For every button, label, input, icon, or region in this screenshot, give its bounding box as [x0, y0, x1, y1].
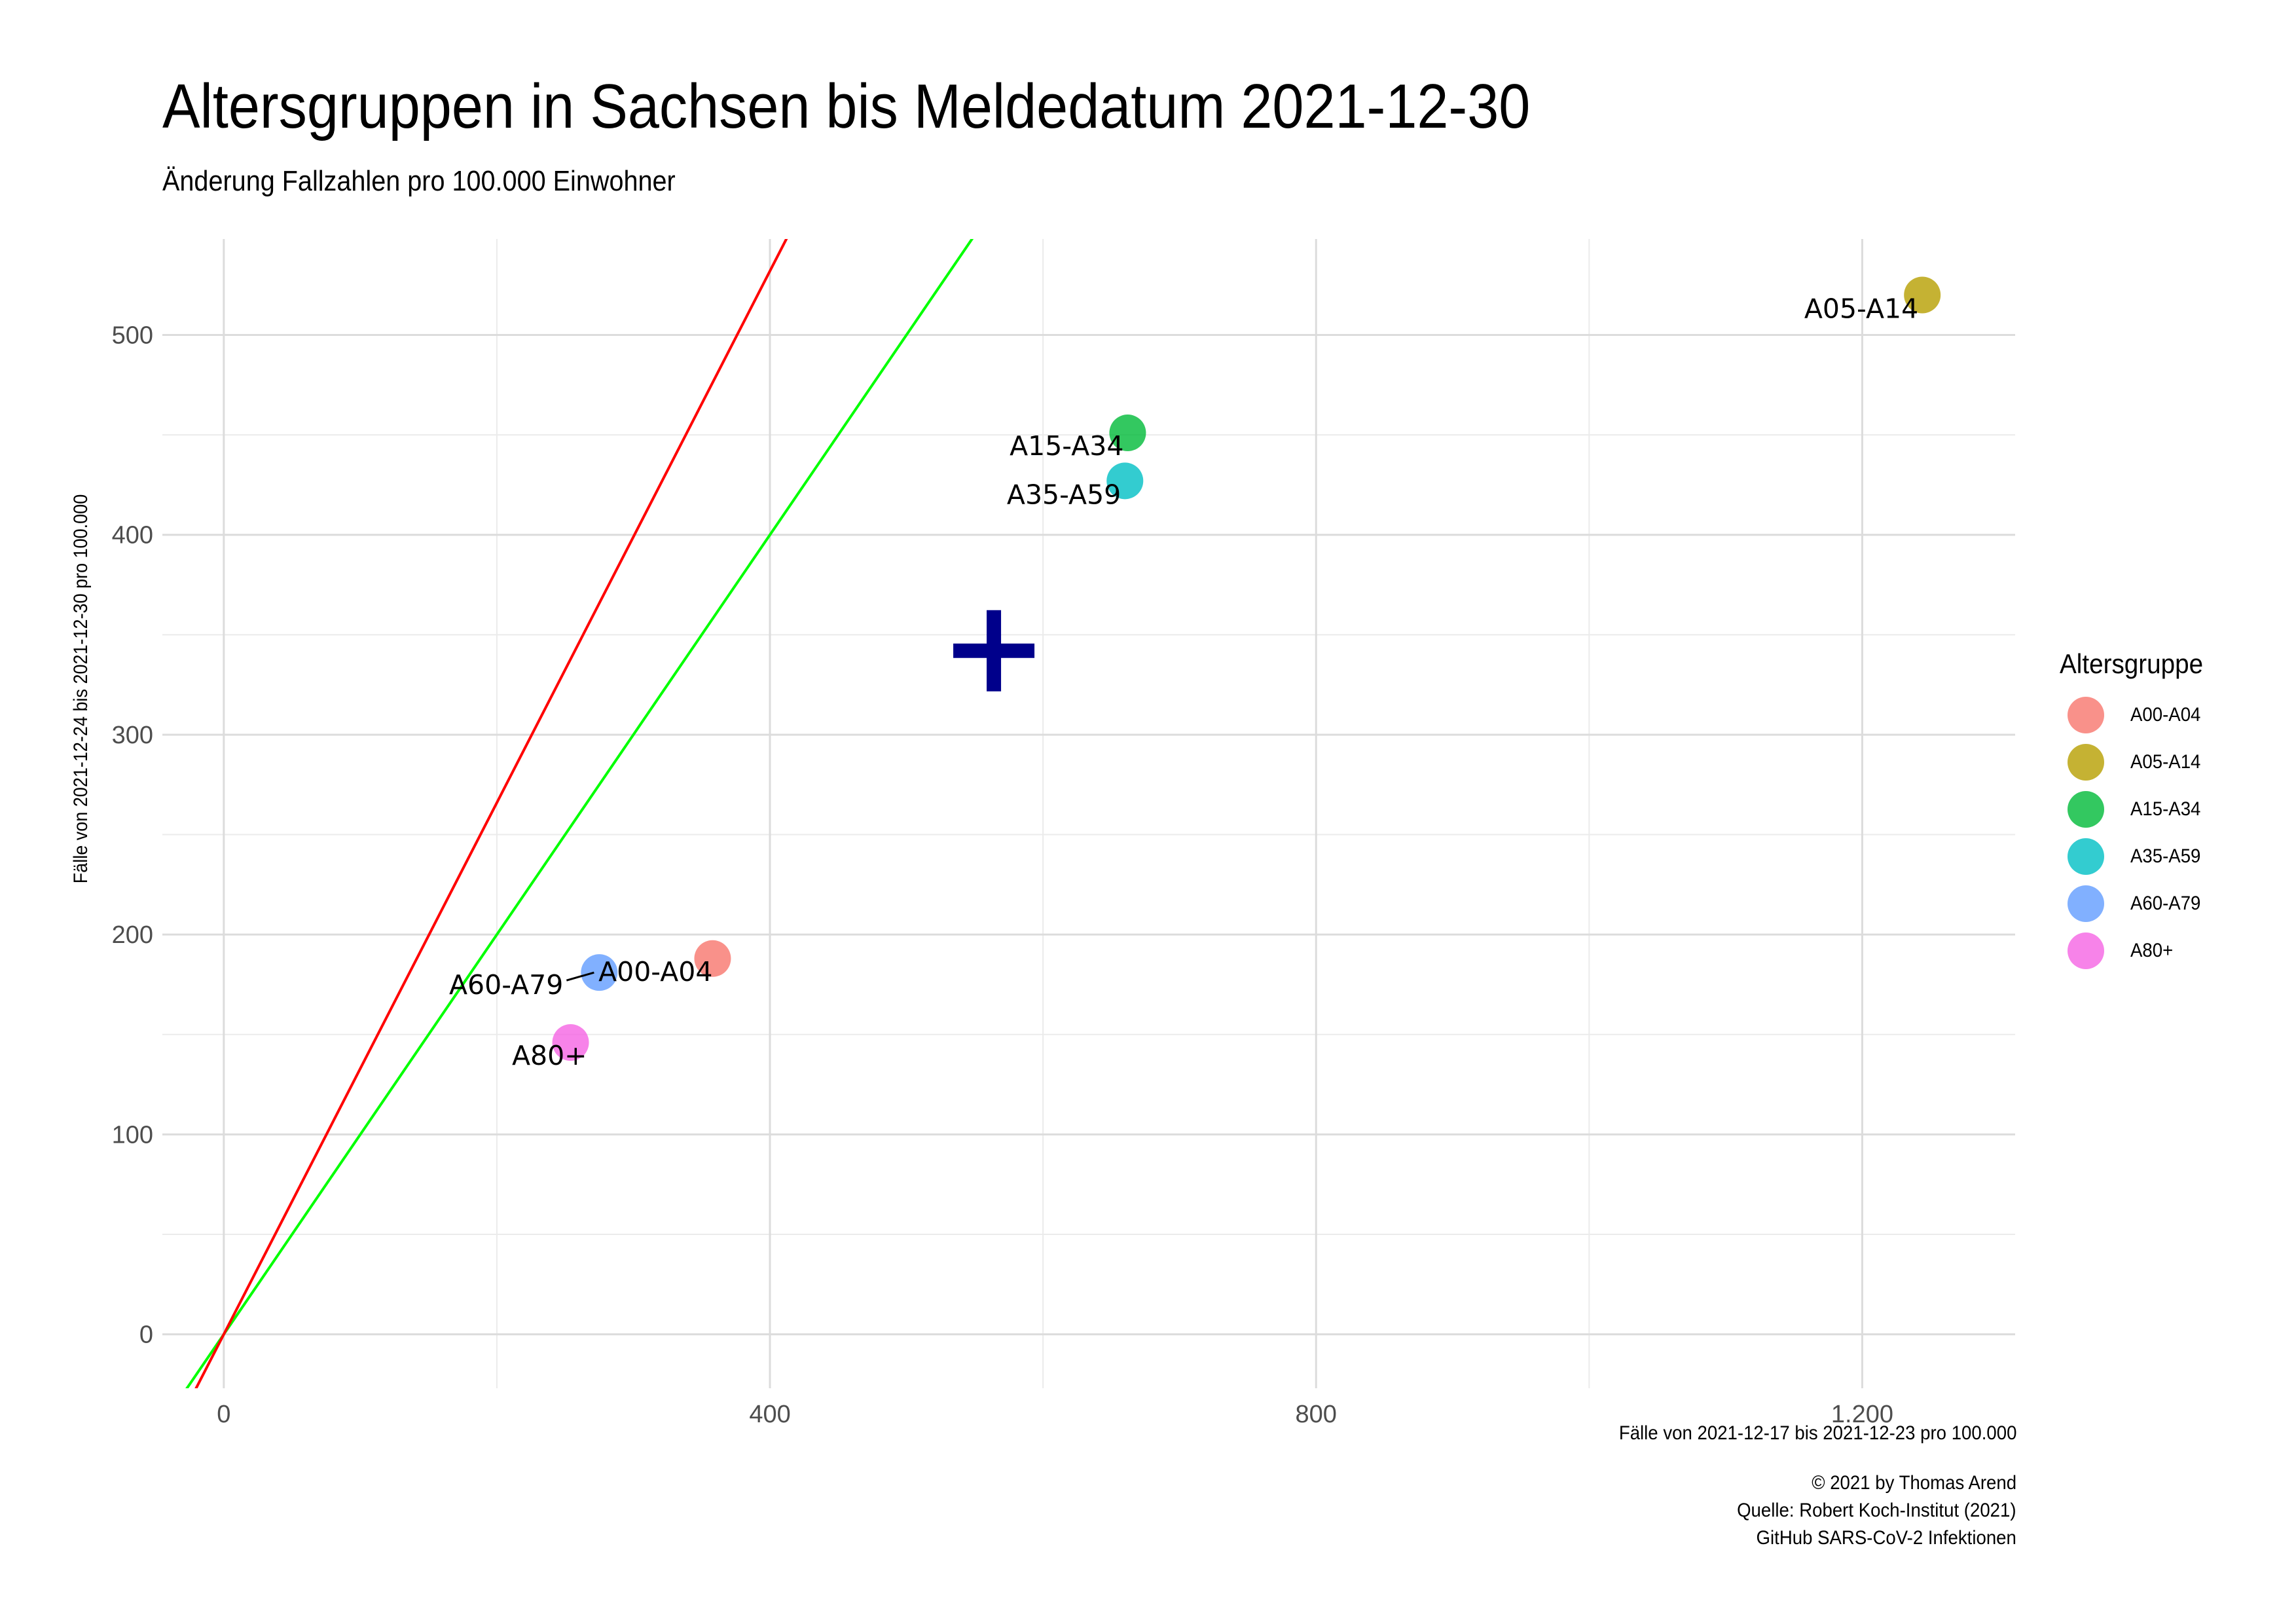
x-tick-label: 1.200 [1831, 1401, 1893, 1428]
minor-gridlines [162, 239, 2015, 1388]
caption-github: GitHub SARS-CoV-2 Infektionen [1756, 1527, 2016, 1549]
legend-title: Altersgruppe [2060, 648, 2204, 679]
legend-item: A80+ [2068, 931, 2177, 970]
reference-lines [185, 239, 974, 1388]
y-tick-label: 200 [112, 921, 153, 949]
x-tick-label: 800 [1296, 1401, 1337, 1428]
point-labels: A00-A04 A05-A14 A15-A34 A35-A59 A60-A79 A80+ [449, 293, 1918, 1071]
y-tick-label: 500 [112, 322, 153, 350]
legend-swatch [2068, 744, 2104, 781]
point-label: A00-A04 [598, 956, 712, 987]
legend-label: A60-A79 [2130, 893, 2201, 914]
y-tick-label: 100 [112, 1121, 153, 1149]
x-axis-label: Fälle von 2021-12-17 bis 2021-12-23 pro … [1618, 1422, 2016, 1444]
legend-label: A80+ [2130, 940, 2174, 961]
label-connector [566, 971, 594, 982]
y-tick-label: 400 [112, 522, 153, 549]
point-label: A05-A14 [1804, 293, 1918, 324]
reference-line [185, 239, 974, 1388]
chart-title: Altersgruppen in Sachsen bis Meldedatum … [162, 71, 1531, 141]
data-point [694, 940, 731, 977]
legend-item: A35-A59 [2068, 837, 2207, 876]
legend-swatch [2068, 885, 2104, 922]
legend-item: A60-A79 [2068, 884, 2207, 923]
legend-swatch [2068, 791, 2104, 828]
y-axis-ticks: 0 100 200 300 400 500 [112, 322, 153, 1349]
x-tick-label: 400 [749, 1401, 790, 1428]
reference-line [194, 239, 788, 1388]
legend-label: A05-A14 [2130, 751, 2201, 773]
data-point [1109, 415, 1146, 452]
legend-label: A35-A59 [2130, 845, 2201, 867]
legend-swatch [2068, 697, 2104, 733]
legend-label: A15-A34 [2130, 798, 2201, 820]
chart-subtitle: Änderung Fallzahlen pro 100.000 Einwohne… [162, 165, 676, 197]
x-tick-label: 0 [217, 1401, 230, 1428]
legend-swatch [2068, 932, 2104, 969]
x-axis-ticks: 0 400 800 1.200 [217, 1401, 1893, 1428]
legend-item: A05-A14 [2068, 743, 2207, 782]
data-point [1904, 276, 1941, 314]
point-label: A15-A34 [1010, 430, 1123, 462]
y-tick-label: 300 [112, 722, 153, 749]
caption-source: Quelle: Robert Koch-Institut (2021) [1737, 1500, 2016, 1521]
point-label: A60-A79 [449, 969, 563, 1001]
legend-item: A15-A34 [2068, 790, 2207, 829]
data-points [552, 276, 1941, 1061]
data-point [581, 954, 618, 991]
data-point [1106, 462, 1144, 500]
point-label: A35-A59 [1007, 479, 1121, 510]
point-label: A80+ [512, 1040, 587, 1071]
legend-item: A00-A04 [2068, 695, 2207, 735]
mean-marker [953, 610, 1035, 692]
legend-swatch [2068, 838, 2104, 875]
caption-copyright: © 2021 by Thomas Arend [1812, 1472, 2016, 1494]
major-gridlines [162, 239, 2015, 1388]
data-point [552, 1024, 589, 1061]
legend-label: A00-A04 [2130, 704, 2201, 726]
y-tick-label: 0 [139, 1321, 153, 1349]
